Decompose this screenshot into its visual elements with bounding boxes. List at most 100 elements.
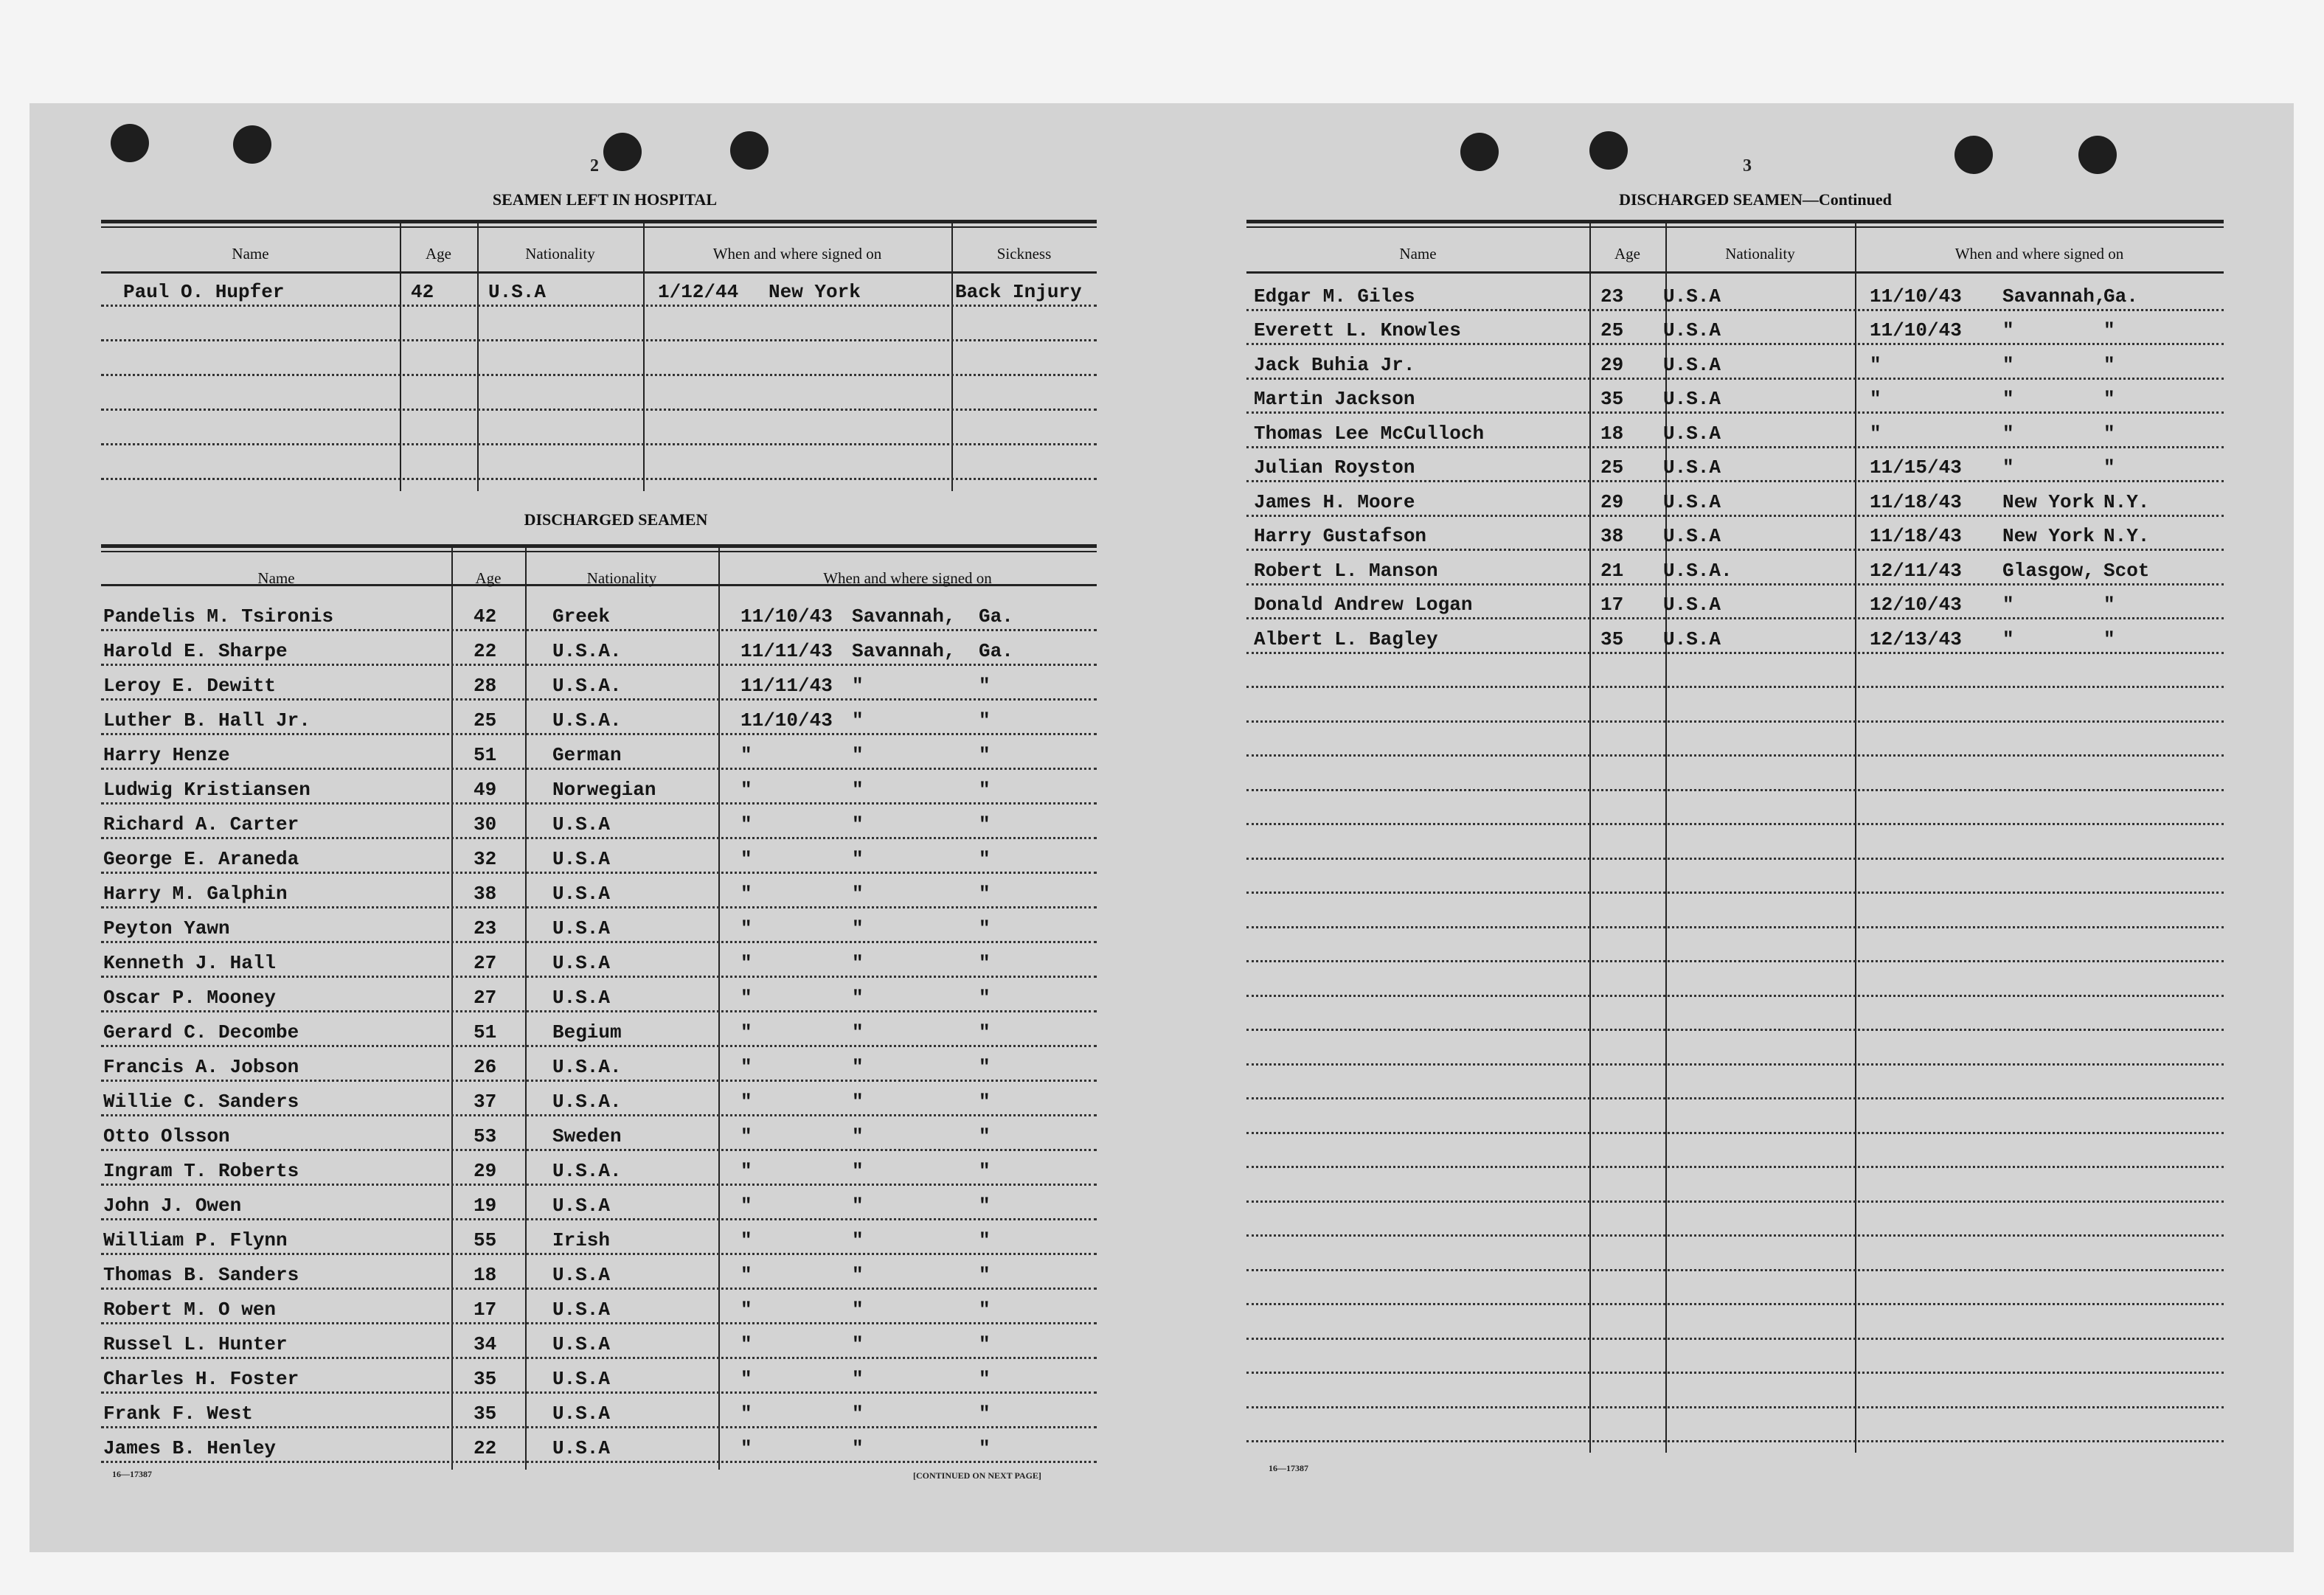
name-cell: Jack Buhia Jr.	[1254, 353, 1415, 376]
date-cell: "	[740, 1403, 752, 1425]
date-cell: 11/10/43	[740, 709, 833, 732]
row-rule	[101, 802, 1097, 805]
table-row: Pandelis M. Tsironis 42 Greek 11/10/43 Savan…	[101, 597, 1097, 632]
place-cell: "	[2002, 353, 2014, 376]
row-rule	[1246, 994, 2224, 997]
date-cell: 11/10/43	[740, 605, 833, 628]
table-row	[101, 446, 1097, 481]
name-cell: Harry Henze	[103, 744, 230, 766]
name-cell: Harold E. Sharpe	[103, 640, 288, 662]
age-cell: 17	[474, 1299, 497, 1321]
place-cell: "	[2002, 319, 2014, 341]
column-divider	[1589, 220, 1591, 1453]
age-cell: 29	[1600, 353, 1624, 376]
row-rule	[101, 1184, 1097, 1186]
table-row: Robert M. O wen 17 U.S.A " " "	[101, 1290, 1097, 1325]
table-row: Kenneth J. Hall 27 U.S.A " " "	[101, 944, 1097, 979]
place-cell: "	[2002, 388, 2014, 410]
rule	[101, 551, 1097, 552]
date-cell: "	[740, 813, 752, 835]
row-rule	[101, 1080, 1097, 1082]
nationality-cell: Norwegian	[552, 779, 656, 801]
nationality-cell: Irish	[552, 1229, 611, 1251]
name-cell: Richard A. Carter	[103, 813, 299, 835]
state-cell: "	[979, 883, 991, 905]
table-row: Jack Buhia Jr. 29 U.S.A " " "	[1246, 346, 2224, 380]
name-cell: Peyton Yawn	[103, 917, 230, 939]
date-cell: "	[740, 1229, 752, 1251]
row-rule	[101, 872, 1097, 874]
table-row	[101, 411, 1097, 446]
age-cell: 21	[1600, 559, 1624, 582]
date-cell: "	[740, 744, 752, 766]
rule	[101, 220, 1097, 223]
date-cell: "	[1870, 388, 1881, 410]
name-cell: John J. Owen	[103, 1195, 242, 1217]
table-row: Harry M. Galphin 38 U.S.A " " "	[101, 875, 1097, 909]
date-cell: "	[740, 987, 752, 1009]
column-header: Nationality	[1725, 245, 1795, 263]
state-cell: "	[979, 1125, 991, 1147]
row-rule	[101, 1461, 1097, 1463]
age-cell: 38	[474, 883, 497, 905]
age-cell: 29	[1600, 490, 1624, 513]
date-cell: "	[740, 1264, 752, 1286]
age-cell: 27	[474, 987, 497, 1009]
state-cell: "	[979, 744, 991, 766]
row-rule	[1246, 1405, 2224, 1408]
row-rule	[1246, 411, 2224, 414]
nationality-cell: U.S.A.	[1663, 559, 1732, 582]
nationality-cell: U.S.A	[488, 281, 547, 303]
row-rule	[1246, 651, 2224, 654]
place-cell: Glasgow,	[2002, 559, 2095, 582]
table-row: James B. Henley 22 U.S.A " " "	[101, 1429, 1097, 1464]
name-cell: Edgar M. Giles	[1254, 285, 1415, 307]
date-cell: "	[1870, 422, 1881, 445]
name-cell: William P. Flynn	[103, 1229, 288, 1251]
nationality-cell: U.S.A	[552, 917, 611, 939]
table-row: Harold E. Sharpe 22 U.S.A. 11/11/43 Savannah…	[101, 632, 1097, 667]
punch-hole	[1460, 133, 1499, 171]
nationality-cell: U.S.A	[1663, 525, 1721, 547]
place-cell: "	[2002, 456, 2014, 479]
sickness-cell: Back Injury	[955, 281, 1082, 303]
place-cell: Savannah,	[852, 605, 956, 628]
nationality-cell: Begium	[552, 1021, 622, 1043]
nationality-cell: U.S.A	[552, 987, 611, 1009]
state-cell: "	[979, 1299, 991, 1321]
place-cell: "	[852, 1403, 864, 1425]
table-row: James H. Moore 29 U.S.A 11/18/43 New York N.Y…	[1246, 483, 2224, 518]
page-number-left: 2	[590, 156, 599, 176]
table-row: Richard A. Carter 30 U.S.A " " "	[101, 805, 1097, 840]
name-cell: Ingram T. Roberts	[103, 1160, 299, 1182]
name-cell: James B. Henley	[103, 1437, 277, 1459]
column-divider	[718, 544, 720, 1470]
punch-hole	[2078, 136, 2117, 174]
date-cell: 12/10/43	[1870, 594, 1962, 616]
age-cell: 28	[474, 675, 497, 697]
date-cell: 11/18/43	[1870, 525, 1962, 547]
date-cell: "	[740, 1299, 752, 1321]
row-rule	[1246, 1029, 2224, 1031]
column-header: Name	[257, 569, 295, 587]
nationality-cell: U.S.A	[552, 1195, 611, 1217]
place-cell: "	[852, 1437, 864, 1459]
column-header: Age	[426, 245, 451, 263]
age-cell: 25	[1600, 319, 1624, 341]
nationality-cell: U.S.A	[552, 1368, 611, 1390]
row-rule	[1246, 1337, 2224, 1340]
age-cell: 29	[474, 1160, 497, 1182]
name-cell: Thomas Lee McCulloch	[1254, 422, 1485, 445]
column-divider	[1855, 220, 1856, 1453]
nationality-cell: U.S.A	[1663, 628, 1721, 650]
column-header: Name	[1399, 245, 1437, 263]
table-row: Charles H. Foster 35 U.S.A " " "	[101, 1360, 1097, 1394]
place-cell: "	[852, 709, 864, 732]
rule	[1246, 220, 2224, 223]
nationality-cell: U.S.A	[552, 848, 611, 870]
state-cell: Ga.	[979, 605, 1013, 628]
state-cell: "	[2103, 628, 2115, 650]
row-rule	[101, 1288, 1097, 1290]
age-cell: 25	[474, 709, 497, 732]
nationality-cell: U.S.A	[552, 813, 611, 835]
